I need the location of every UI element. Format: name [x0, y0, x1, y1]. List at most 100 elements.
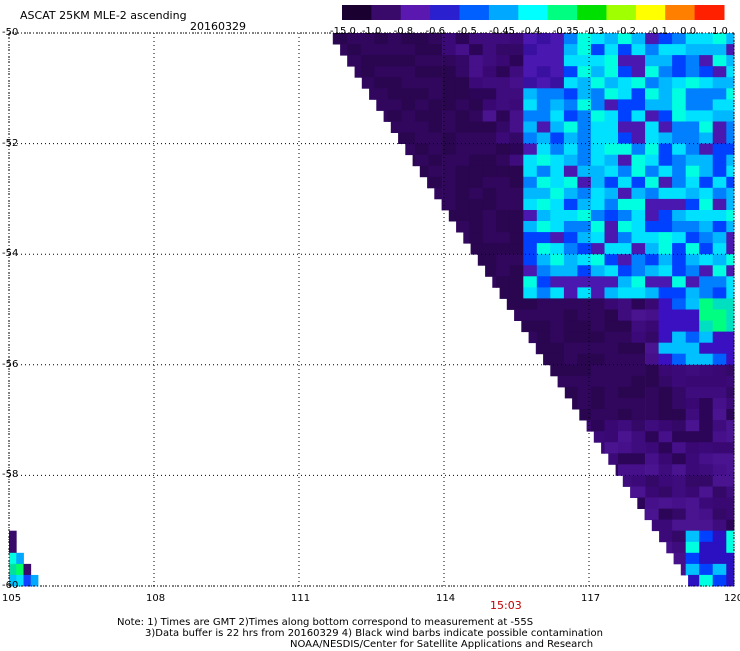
heatmap-cell	[591, 221, 605, 233]
heatmap-cell	[591, 276, 605, 288]
heatmap-cell	[402, 55, 416, 67]
heatmap-cell	[550, 365, 564, 377]
heatmap-cell	[699, 55, 713, 67]
colorbar	[342, 5, 725, 20]
heatmap-cell	[483, 44, 497, 56]
heatmap-cell	[591, 243, 605, 255]
heatmap-cell	[699, 553, 713, 565]
heatmap-cell	[550, 243, 564, 255]
heatmap-cell	[659, 509, 673, 520]
heatmap-cell	[645, 276, 659, 288]
heatmap-cell	[442, 177, 456, 189]
heatmap-cell	[537, 276, 551, 288]
heatmap-cell	[645, 144, 659, 156]
heatmap-cell	[618, 77, 632, 89]
heatmap-cell	[564, 310, 578, 322]
heatmap-cell	[413, 155, 416, 167]
heatmap-cell	[699, 155, 713, 167]
heatmap-cell	[645, 166, 659, 178]
x-tick-label: 114	[436, 593, 455, 605]
heatmap-cell	[672, 287, 686, 299]
heatmap-cell	[726, 188, 734, 200]
heatmap-cell	[564, 365, 578, 377]
heatmap-cell	[605, 376, 619, 388]
heatmap-cell	[456, 122, 470, 134]
heatmap-cell	[543, 354, 551, 366]
heatmap-cell	[483, 155, 497, 167]
heatmap-cell	[726, 44, 734, 56]
heatmap-cell	[550, 133, 564, 145]
heatmap-cell	[645, 265, 659, 277]
heatmap-cell	[577, 221, 591, 233]
heatmap-cell	[645, 387, 659, 399]
heatmap-cell	[564, 354, 578, 366]
heatmap-cell	[632, 276, 646, 288]
heatmap-cell	[645, 287, 659, 299]
heatmap-cell	[469, 122, 483, 134]
heatmap-cell	[672, 321, 686, 333]
heatmap-cell	[577, 133, 591, 145]
heatmap-cell	[618, 420, 632, 432]
time-label: 15:03	[490, 600, 522, 612]
heatmap-cell	[726, 55, 734, 67]
heatmap-cell	[699, 409, 713, 421]
heatmap-cell	[510, 265, 524, 277]
heatmap-cell	[496, 232, 510, 244]
heatmap-cell	[537, 110, 551, 122]
heatmap-cell	[672, 144, 686, 156]
heatmap-cell	[726, 321, 734, 333]
heatmap-cell	[523, 177, 537, 189]
heatmap-cell	[699, 498, 713, 510]
heatmap-cell	[645, 310, 659, 322]
heatmap-cell	[618, 343, 632, 355]
heatmap-cell	[429, 166, 443, 178]
heatmap-cell	[550, 166, 564, 178]
heatmap-cell	[645, 332, 659, 344]
colorbar-label: 0.0	[680, 26, 696, 38]
heatmap-cell	[483, 99, 497, 111]
heatmap-cell	[726, 254, 734, 266]
heatmap-cell	[645, 232, 659, 244]
heatmap-cell	[659, 110, 673, 122]
heatmap-cell	[361, 66, 375, 78]
heatmap-cell	[347, 55, 361, 67]
heatmap-cell	[618, 398, 632, 410]
heatmap-cell	[699, 133, 713, 145]
heatmap-cell	[618, 321, 632, 333]
heatmap-cell	[659, 155, 673, 167]
heatmap-cell	[659, 321, 673, 333]
heatmap-cell	[594, 431, 605, 443]
heatmap-cell	[605, 199, 619, 211]
heatmap-cell	[618, 254, 632, 266]
heatmap-cell	[686, 509, 700, 520]
heatmap-cell	[591, 110, 605, 122]
heatmap-cell	[577, 122, 591, 134]
heatmap-cell	[550, 310, 564, 322]
heatmap-cell	[699, 332, 713, 344]
heatmap-cell	[537, 133, 551, 145]
heatmap-cell	[577, 77, 591, 89]
heatmap-cell	[672, 343, 686, 355]
heatmap-cell	[632, 298, 646, 310]
heatmap-cell	[591, 144, 605, 156]
heatmap-cell	[429, 77, 443, 89]
heatmap-cell	[713, 487, 727, 499]
heatmap-cell	[579, 409, 591, 421]
heatmap-cell	[618, 265, 632, 277]
heatmap-cell	[510, 298, 524, 310]
heatmap-cell	[686, 442, 700, 454]
heatmap-cell	[564, 243, 578, 255]
heatmap-cell	[686, 475, 700, 487]
heatmap-cell	[550, 44, 564, 56]
heatmap-cell	[523, 122, 537, 134]
heatmap-cell	[726, 332, 734, 344]
colorbar-swatch	[548, 5, 578, 20]
heatmap-cell	[601, 442, 605, 454]
heatmap-cell	[564, 254, 578, 266]
heatmap-cell	[537, 332, 551, 344]
heatmap-cell	[550, 276, 564, 288]
heatmap-cell	[618, 88, 632, 100]
heatmap-cell	[726, 133, 734, 145]
heatmap-cell	[713, 321, 727, 333]
